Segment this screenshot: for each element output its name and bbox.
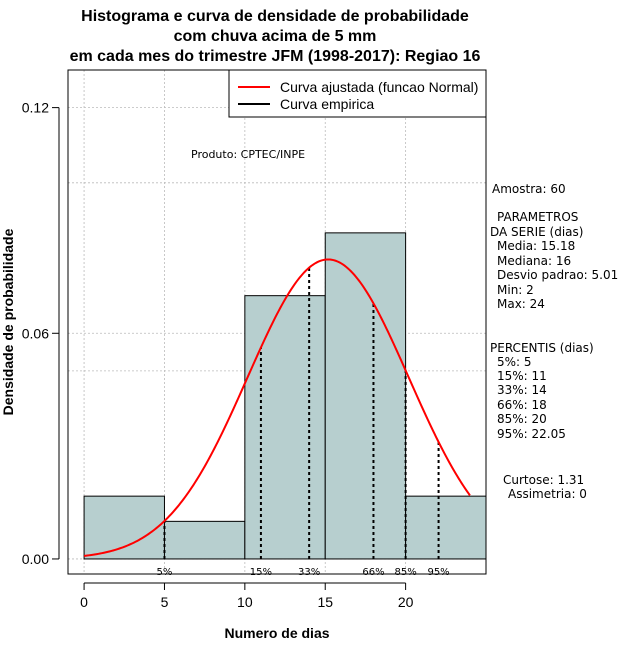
histogram-bar <box>163 520 246 560</box>
chart-title-line-1: Histograma e curva de densidade de proba… <box>81 8 469 25</box>
percentile-label: 15% <box>250 567 272 578</box>
product-annotation: Produto: CPTEC/INPE <box>191 148 305 161</box>
x-tick-label: 20 <box>398 594 414 610</box>
percentis-header: PERCENTIS (dias) <box>490 341 594 355</box>
x-tick-label: 5 <box>161 594 169 610</box>
y-axis: 0.00 0.06 0.12 <box>22 100 60 567</box>
percentile-markers: 5% 15% 33% 66% 85% 95% <box>157 267 450 578</box>
y-tick-label: 0.06 <box>22 325 49 341</box>
legend-label-normal: Curva ajustada (funcao Normal) <box>280 79 478 95</box>
stat-max: Max: 24 <box>497 297 545 311</box>
params-header-1: PARAMETROS <box>497 210 578 224</box>
y-tick-label: 0.00 <box>22 551 49 567</box>
percentil-33: 33%: 14 <box>497 383 547 397</box>
legend: Curva ajustada (funcao Normal) Curva emp… <box>228 69 487 118</box>
sample-size: Amostra: 60 <box>492 182 566 196</box>
params-header-2: DA SERIE (dias) <box>490 225 583 239</box>
chart-title-line-2: com chuva acima de 5 mm <box>174 28 377 45</box>
chart-title-line-3: em cada mes do trimestre JFM (1998-2017)… <box>70 48 481 65</box>
stat-media: Media: 15.18 <box>497 239 575 253</box>
stat-desvio: Desvio padrao: 5.01 <box>497 268 618 282</box>
stat-min: Min: 2 <box>497 283 534 297</box>
percentile-label: 66% <box>362 567 384 578</box>
histogram-bar <box>405 495 487 560</box>
normal-fit-layer <box>83 258 471 557</box>
percentil-66: 66%: 18 <box>497 398 547 412</box>
stat-mediana: Mediana: 16 <box>497 254 571 268</box>
percentile-label: 95% <box>427 567 449 578</box>
percentil-15: 15%: 11 <box>497 369 547 383</box>
x-tick-label: 10 <box>237 594 253 610</box>
stat-assimetria: Assimetria: 0 <box>508 487 587 501</box>
x-axis-label: Numero de dias <box>224 625 329 641</box>
percentil-95: 95%: 22.05 <box>497 427 566 441</box>
percentil-85: 85%: 20 <box>497 412 547 426</box>
percentile-label: 33% <box>298 567 320 578</box>
percentile-label: 85% <box>394 567 416 578</box>
y-tick-label: 0.12 <box>22 100 49 116</box>
stats-panel: Amostra: 60 PARAMETROS DA SERIE (dias) M… <box>490 182 618 501</box>
histogram-bar <box>244 295 326 560</box>
y-axis-label: Densidade de probabilidade <box>0 228 16 415</box>
x-tick-label: 15 <box>317 594 333 610</box>
percentil-5: 5%: 5 <box>497 355 532 369</box>
histogram-bars <box>83 232 487 560</box>
legend-box <box>228 69 487 118</box>
x-tick-label: 0 <box>80 594 88 610</box>
legend-label-empirical: Curva empirica <box>280 96 374 112</box>
histogram-bar <box>324 232 407 560</box>
x-axis: 0 5 10 15 20 <box>80 582 414 610</box>
normal-fit-curve <box>83 258 471 557</box>
stat-curtose: Curtose: 1.31 <box>503 473 584 487</box>
histogram-bar <box>83 495 165 560</box>
percentile-label: 5% <box>157 567 173 578</box>
